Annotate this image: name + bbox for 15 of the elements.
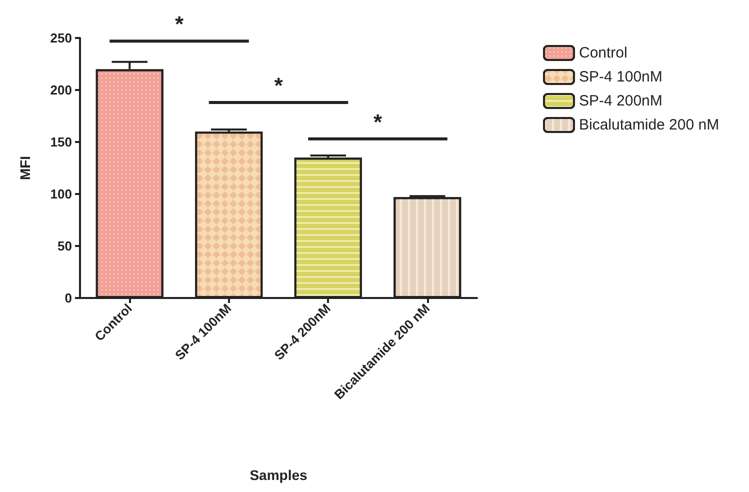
legend-label: SP-4 100nM: [579, 68, 662, 86]
text: *: [174, 12, 184, 37]
y-tick-label: 0: [64, 290, 72, 306]
y-tick-label: 100: [50, 186, 72, 202]
annotation: *: [373, 109, 382, 134]
y-axis-title: MFI: [17, 156, 33, 180]
y-tick-label: 150: [50, 134, 72, 150]
legend-label: Bicalutamide 200 nM: [579, 116, 720, 134]
legend-label: Control: [579, 44, 628, 62]
y-tick-label: 50: [58, 238, 72, 254]
x-axis-title: Samples: [250, 467, 308, 483]
legend-label: SP-4 200nM: [579, 92, 662, 110]
y-tick-label: 250: [50, 30, 72, 46]
annotation: *: [274, 72, 284, 98]
y-tick-label: 200: [50, 82, 72, 98]
